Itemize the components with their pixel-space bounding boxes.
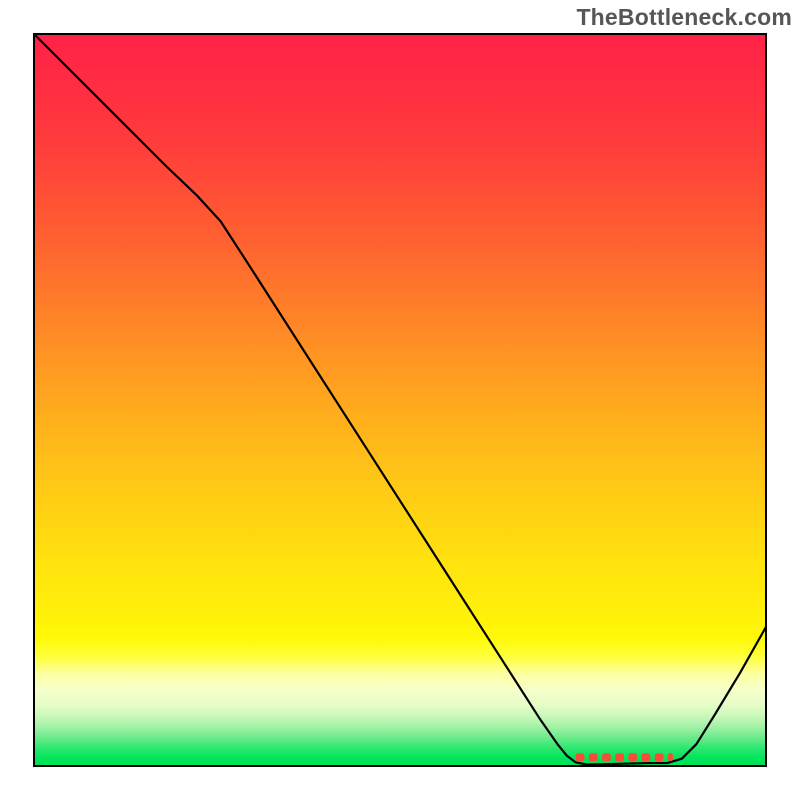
marker-seg: [602, 753, 611, 761]
marker-seg: [668, 753, 673, 761]
chart-frame: TheBottleneck.com: [0, 0, 800, 800]
marker-seg: [589, 753, 598, 761]
marker-seg: [628, 753, 637, 761]
plot-area: [34, 34, 766, 766]
marker-seg: [615, 753, 624, 761]
marker-seg: [655, 753, 664, 761]
site-watermark: TheBottleneck.com: [576, 4, 792, 31]
bottleneck-chart: [0, 0, 800, 800]
marker-seg: [642, 753, 651, 761]
marker-seg: [576, 753, 585, 761]
